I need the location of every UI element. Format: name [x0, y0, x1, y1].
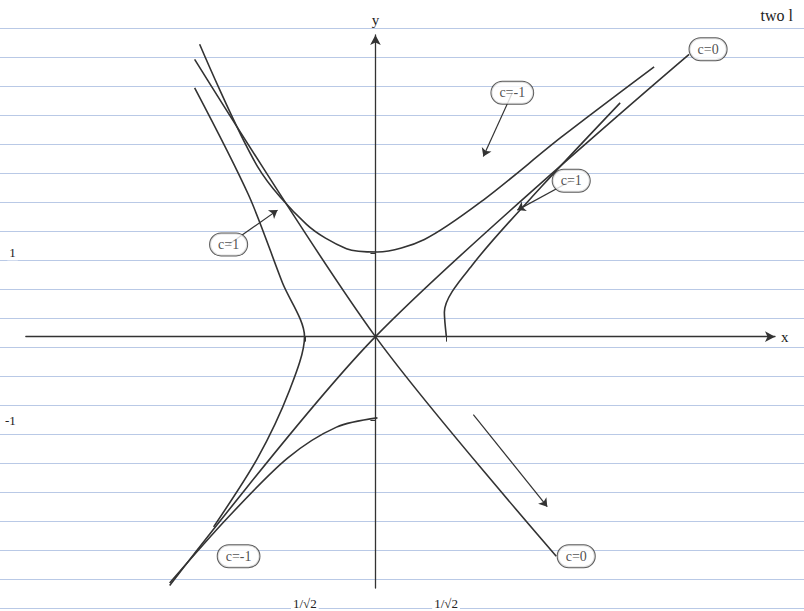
svg-text:c=-1: c=-1 — [499, 85, 525, 100]
svg-text:1: 1 — [9, 245, 16, 260]
svg-text:y: y — [372, 12, 380, 28]
svg-text:c=0: c=0 — [566, 549, 587, 564]
svg-text:c=0: c=0 — [698, 42, 719, 57]
svg-text:1/√2: 1/√2 — [434, 596, 458, 611]
svg-text:c=1: c=1 — [218, 237, 239, 252]
svg-text:two l: two l — [761, 7, 794, 24]
svg-text:c=1: c=1 — [561, 173, 582, 188]
svg-text:1/√2: 1/√2 — [293, 596, 317, 611]
svg-text:-1: -1 — [5, 413, 16, 428]
svg-text:x: x — [781, 329, 789, 345]
svg-text:c=-1: c=-1 — [226, 549, 252, 564]
